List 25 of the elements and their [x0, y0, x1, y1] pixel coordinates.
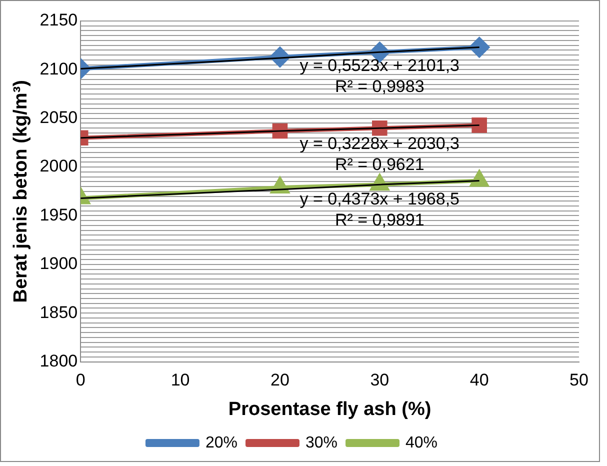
- x-tick-label: 10: [170, 370, 190, 390]
- y-tick-label: 1800: [40, 351, 78, 370]
- legend-label: 40%: [406, 434, 438, 452]
- y-tick-label: 2100: [40, 59, 78, 78]
- y-tick-label: 1850: [40, 302, 78, 322]
- x-tick-label: 40: [470, 370, 489, 390]
- legend-label: 30%: [305, 434, 338, 452]
- annotation: R² = 0,9983: [334, 76, 424, 96]
- y-tick-label: 2050: [40, 108, 78, 128]
- y-tick-label: 1900: [40, 254, 78, 274]
- y-tick-label: 1950: [40, 205, 78, 224]
- annotation: R² = 0,9621: [334, 154, 424, 174]
- y-tick-label: 2150: [40, 10, 78, 30]
- x-tick-label: 30: [370, 370, 390, 390]
- annotation: y = 0,5523x + 2101,3: [300, 56, 460, 75]
- x-tick-label: 20: [270, 370, 290, 390]
- annotation: y = 0,3228x + 2030,3: [300, 134, 460, 153]
- y-tick-label: 2000: [40, 156, 78, 176]
- legend-label: 20%: [205, 434, 238, 452]
- x-tick-label: 0: [76, 370, 86, 390]
- x-tick-label: 50: [570, 370, 588, 390]
- annotation: y = 0,4373x + 1968,5: [300, 189, 460, 208]
- annotation: R² = 0,9891: [334, 210, 424, 230]
- x-axis-title: Prosentase fly ash (%): [228, 398, 432, 420]
- y-axis-title: Berat jenis beton (kg/m³): [10, 80, 32, 303]
